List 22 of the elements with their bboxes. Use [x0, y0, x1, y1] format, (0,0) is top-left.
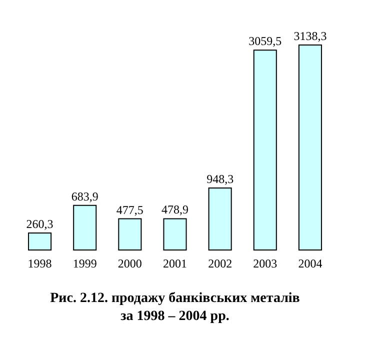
data-label: 477,5 — [116, 202, 144, 217]
data-label: 3138,3 — [294, 29, 327, 43]
bar — [73, 204, 97, 250]
bar — [118, 218, 142, 250]
data-label: 260,3 — [26, 216, 54, 231]
x-tick-label: 1999 — [72, 256, 97, 270]
data-label: 683,9 — [71, 189, 98, 204]
x-tick-label: 1998 — [28, 256, 52, 270]
bar — [208, 188, 232, 250]
data-label: 478,9 — [162, 202, 188, 217]
x-tick-label: 2003 — [253, 256, 278, 270]
x-tick-label: 2002 — [208, 256, 232, 270]
x-tick-label: 2004 — [298, 256, 322, 270]
bar — [253, 50, 277, 250]
bar — [298, 44, 322, 250]
bar — [163, 218, 187, 250]
data-label: 948,3 — [206, 172, 234, 186]
x-tick-label: 2000 — [118, 256, 142, 270]
x-tick-label: 2001 — [163, 256, 187, 270]
text: Рис. 2.12. продажу банківських металів за 1998 – 2004 рр. — [50, 291, 300, 324]
data-label: 3059,5 — [248, 34, 282, 48]
bar — [28, 232, 52, 250]
